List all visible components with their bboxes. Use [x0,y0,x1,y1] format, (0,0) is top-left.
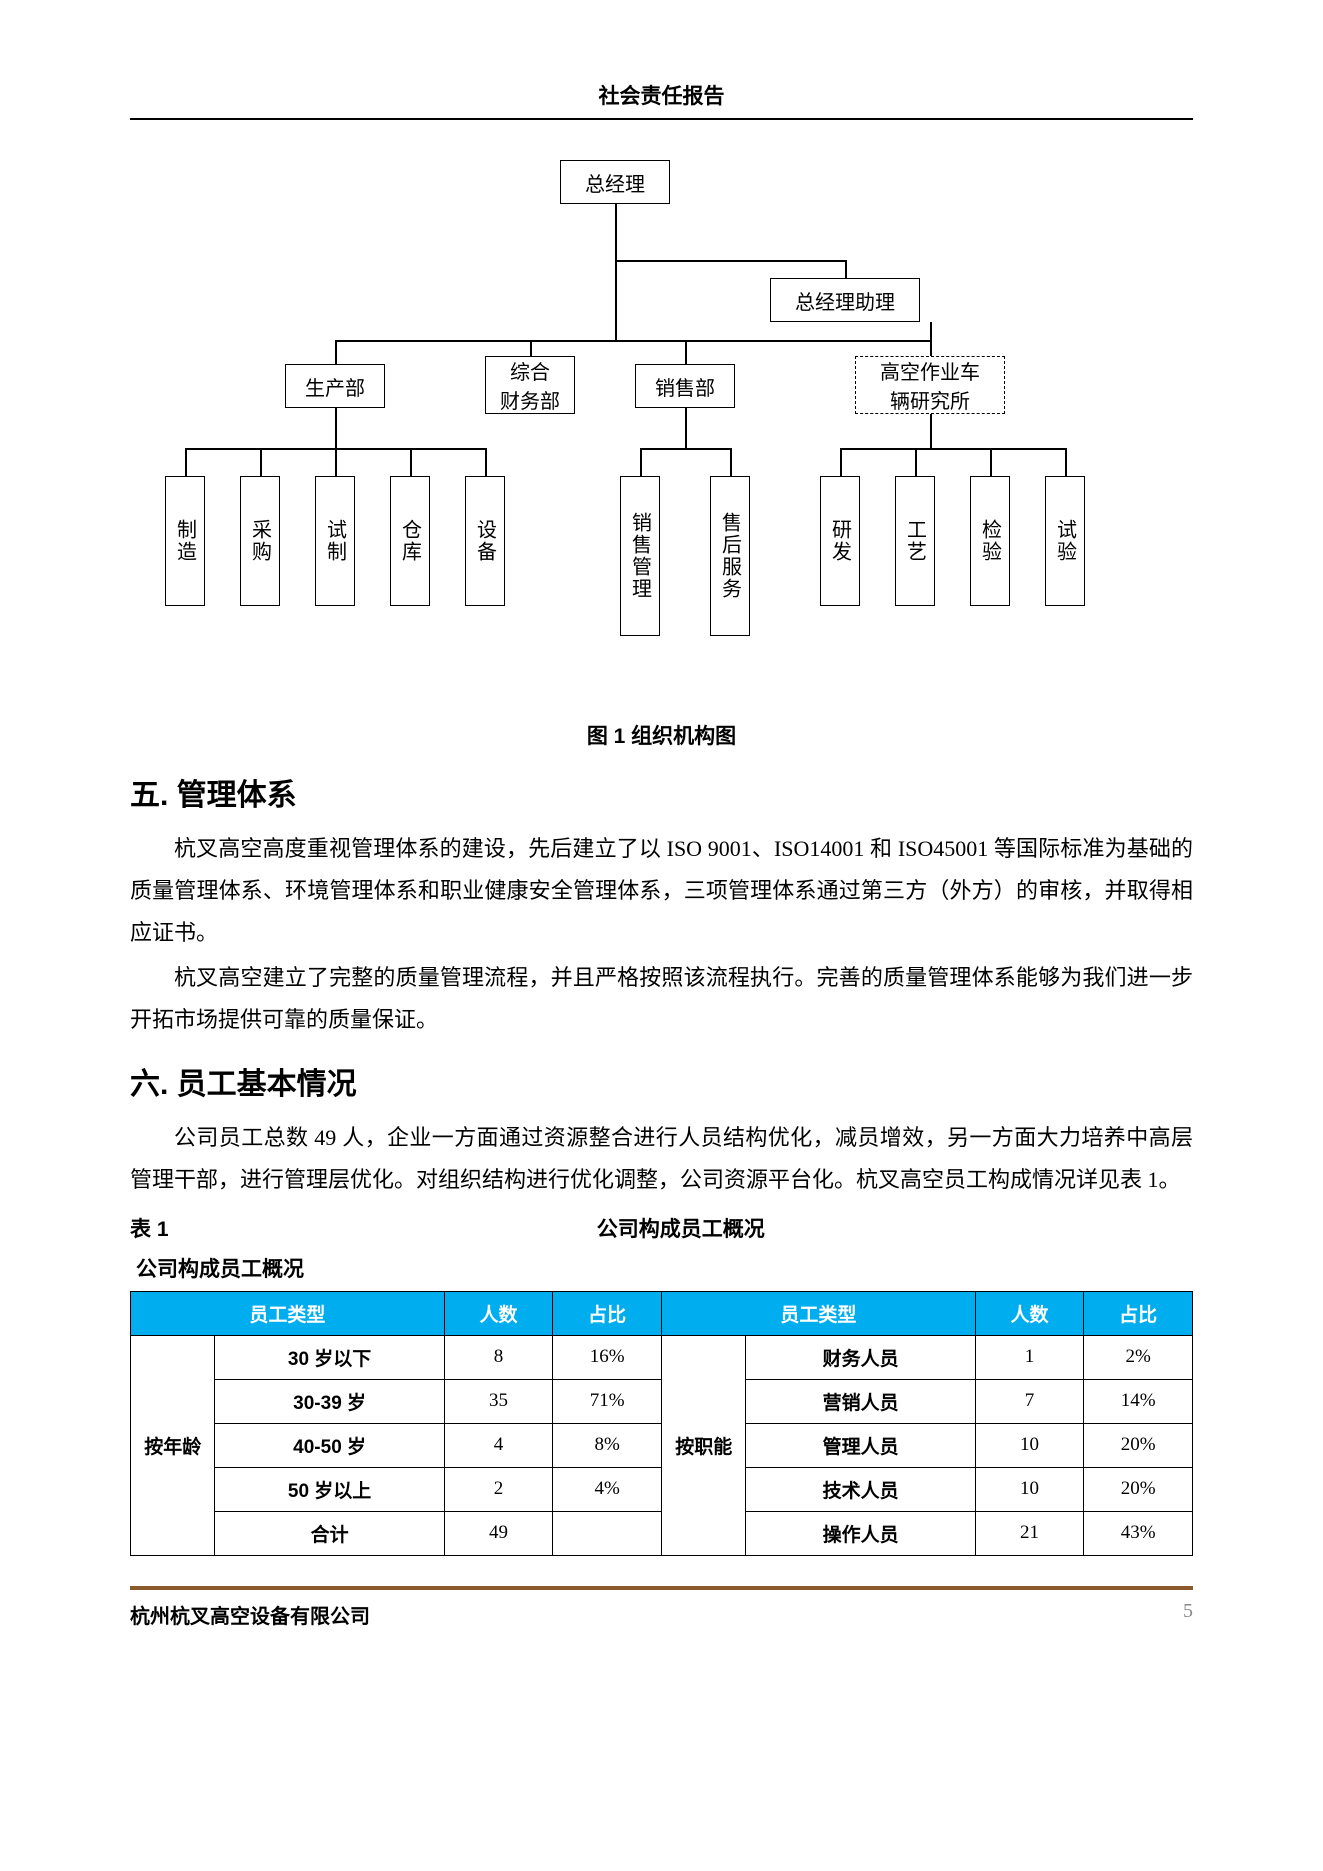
org-leaf-warehouse: 仓库 [390,476,430,606]
footer-company: 杭州杭叉高空设备有限公司 [130,1600,370,1629]
section-5-p2: 杭叉高空建立了完整的质量管理流程，并且严格按照该流程执行。完善的质量管理体系能够… [130,957,1193,1041]
th-count-left: 人数 [444,1291,553,1335]
page-header-title: 社会责任报告 [130,80,1193,120]
th-pct-left: 占比 [553,1291,662,1335]
cell: 8 [444,1335,553,1379]
cell: 43% [1084,1511,1193,1555]
cell: 30 岁以下 [215,1335,444,1379]
cell: 10 [975,1467,1084,1511]
cell: 8% [553,1423,662,1467]
cell: 20% [1084,1423,1193,1467]
org-line [845,260,847,278]
th-type-left: 员工类型 [131,1291,445,1335]
org-chart: 总经理 总经理助理 生产部 综合 财务部 销售部 高空作业车 辆研究所 制造 采… [130,160,1193,680]
cell: 50 岁以上 [215,1467,444,1511]
org-line [685,408,687,448]
cell: 管理人员 [746,1423,975,1467]
cell: 2 [444,1467,553,1511]
org-leaf-process: 工艺 [895,476,935,606]
cell: 40-50 岁 [215,1423,444,1467]
th-pct-right: 占比 [1084,1291,1193,1335]
org-leaf-after-service: 售后服务 [710,476,750,636]
org-leaf-manufacture: 制造 [165,476,205,606]
section-6-heading: 六. 员工基本情况 [130,1059,1193,1103]
org-line [260,448,262,476]
org-line [615,204,617,260]
th-count-right: 人数 [975,1291,1084,1335]
cell: 财务人员 [746,1335,975,1379]
org-node-production: 生产部 [285,364,385,408]
org-line [1065,448,1067,476]
table-header-row: 员工类型 人数 占比 员工类型 人数 占比 [131,1291,1193,1335]
cell: 4% [553,1467,662,1511]
cell: 71% [553,1379,662,1423]
org-node-gm: 总经理 [560,160,670,204]
table-subtitle: 公司构成员工概况 [136,1253,1193,1283]
org-leaf-purchase: 采购 [240,476,280,606]
table-label-row: 表 1 公司构成员工概况 [130,1213,1193,1243]
cell: 7 [975,1379,1084,1423]
org-leaf-test: 试验 [1045,476,1085,606]
cell: 合计 [215,1511,444,1555]
org-line [615,260,845,262]
org-leaf-sales-mgmt: 销售管理 [620,476,660,636]
org-leaf-inspect: 检验 [970,476,1010,606]
org-line [335,408,337,448]
org-line [410,448,412,476]
org-line [840,448,1065,450]
section-6-p1: 公司员工总数 49 人，企业一方面通过资源整合进行人员结构优化，减员增效，另一方… [130,1117,1193,1201]
org-line [640,448,730,450]
cell: 20% [1084,1467,1193,1511]
group-function: 按职能 [661,1335,745,1555]
section-5-heading: 五. 管理体系 [130,770,1193,814]
org-node-finance: 综合 财务部 [485,356,575,414]
org-line [640,448,642,476]
table-title: 公司构成员工概况 [169,1213,1193,1243]
cell: 10 [975,1423,1084,1467]
org-line [685,340,687,364]
table-row: 按年龄 30 岁以下 8 16% 按职能 财务人员 1 2% [131,1335,1193,1379]
org-leaf-rd: 研发 [820,476,860,606]
org-line [615,260,617,340]
org-line [335,340,337,364]
org-leaf-equipment: 设备 [465,476,505,606]
org-line [915,448,917,476]
page-footer: 杭州杭叉高空设备有限公司 5 [130,1586,1193,1629]
cell: 16% [553,1335,662,1379]
org-node-research: 高空作业车 辆研究所 [855,356,1005,414]
org-leaf-trial: 试制 [315,476,355,606]
cell: 1 [975,1335,1084,1379]
footer-page-number: 5 [1183,1600,1193,1629]
th-type-right: 员工类型 [661,1291,975,1335]
group-age: 按年龄 [131,1335,215,1555]
cell: 21 [975,1511,1084,1555]
figure-caption: 图 1 组织机构图 [130,720,1193,750]
cell: 49 [444,1511,553,1555]
employee-table: 员工类型 人数 占比 员工类型 人数 占比 按年龄 30 岁以下 8 16% 按… [130,1291,1193,1556]
org-line [335,340,930,342]
cell: 营销人员 [746,1379,975,1423]
org-line [840,448,842,476]
cell [553,1511,662,1555]
org-line [730,448,732,476]
table-number: 表 1 [130,1213,169,1243]
cell: 14% [1084,1379,1193,1423]
org-node-sales: 销售部 [635,364,735,408]
org-line [990,448,992,476]
org-node-assistant: 总经理助理 [770,278,920,322]
cell: 4 [444,1423,553,1467]
cell: 技术人员 [746,1467,975,1511]
org-line [335,448,337,476]
cell: 操作人员 [746,1511,975,1555]
org-line [485,448,487,476]
org-line [930,414,932,448]
section-5-p1: 杭叉高空高度重视管理体系的建设，先后建立了以 ISO 9001、ISO14001… [130,828,1193,953]
cell: 2% [1084,1335,1193,1379]
org-line [185,448,187,476]
cell: 35 [444,1379,553,1423]
cell: 30-39 岁 [215,1379,444,1423]
